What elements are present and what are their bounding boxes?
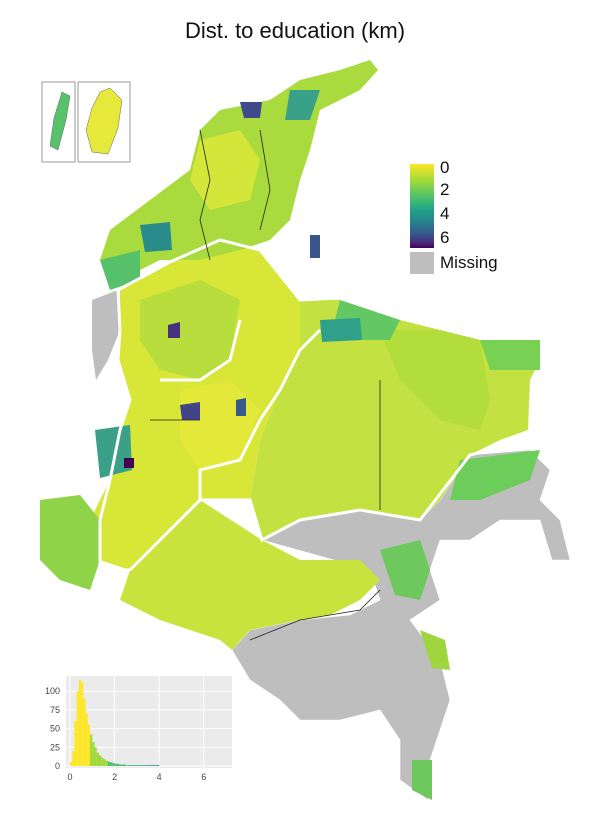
histogram-y-tick-label: 100 [45, 686, 60, 696]
histogram-x-tick-label: 0 [67, 772, 72, 782]
histogram-bar [139, 765, 142, 766]
histogram-bar [156, 765, 160, 766]
histogram-grid [66, 676, 232, 768]
histogram-bar [110, 762, 113, 766]
histogram-bar [127, 765, 131, 766]
histogram-bar [94, 747, 97, 766]
legend-missing-label: Missing [440, 253, 498, 272]
histogram-bar [103, 759, 106, 766]
legend-tick-0: 0 [440, 158, 450, 177]
legend-missing-swatch [410, 252, 434, 274]
histogram-bar [72, 751, 75, 766]
histogram-bar [145, 765, 148, 766]
map-title: Dist. to education (km) [184, 18, 406, 43]
histogram-bar [81, 682, 84, 766]
histogram-bar [83, 698, 86, 766]
histogram-bar [107, 761, 111, 766]
histogram-bar [105, 760, 108, 766]
histogram-bar [148, 765, 151, 766]
internal-borders [150, 129, 381, 641]
histogram-bar [119, 764, 122, 766]
histogram-bar [150, 765, 153, 766]
inset-island-providencia [85, 87, 123, 155]
histogram-bar [152, 765, 155, 766]
histogram-y-tick-label: 0 [55, 761, 60, 771]
legend-gradient-bar [410, 164, 434, 248]
histogram-x-tick-label: 6 [201, 772, 206, 782]
histogram-bar [85, 713, 88, 766]
region-boundaries [98, 238, 531, 572]
histogram-bar [130, 765, 133, 766]
histogram-bar [123, 764, 126, 766]
histogram-bar [70, 762, 73, 766]
histogram-bar [90, 734, 93, 766]
histogram-bar [101, 757, 104, 766]
histogram-bar [74, 721, 77, 766]
inset-island-san-andres [49, 91, 71, 151]
histogram-bar [132, 765, 135, 766]
histogram-y-tick-label: 50 [50, 724, 60, 734]
histogram-bar [112, 763, 115, 766]
histogram-bar [154, 765, 157, 766]
histogram-bar [87, 724, 91, 766]
histogram-y-tick-label: 25 [50, 742, 60, 752]
legend-tick-4: 4 [440, 204, 450, 223]
histogram-bar [114, 763, 117, 766]
legend-tick-6: 6 [440, 228, 450, 247]
histogram-bar [125, 765, 128, 766]
histogram-x-ticks: 0 2 4 6 [67, 772, 206, 782]
histogram-bar [98, 755, 102, 766]
histogram-y-ticks: 0 25 50 75 100 [45, 686, 60, 771]
histogram-bar [134, 765, 137, 766]
legend-tick-2: 2 [440, 180, 450, 199]
inset-frame-providencia [77, 81, 131, 163]
histogram-bar [143, 765, 146, 766]
histogram-bar [76, 691, 79, 766]
inset-frame-san-andres [41, 81, 76, 163]
histogram-y-tick-label: 75 [50, 705, 60, 715]
histogram-x-tick-label: 2 [112, 772, 117, 782]
histogram-bar [116, 763, 120, 766]
histogram-bars [70, 680, 160, 766]
histogram-bar [121, 764, 124, 766]
colombia-map [40, 60, 540, 800]
histogram-bar [78, 680, 82, 766]
histogram-bar [141, 765, 144, 766]
histogram-bar [96, 752, 99, 766]
histogram-x-tick-label: 4 [157, 772, 162, 782]
histogram-bar [92, 742, 95, 766]
histogram-bar [136, 765, 140, 766]
